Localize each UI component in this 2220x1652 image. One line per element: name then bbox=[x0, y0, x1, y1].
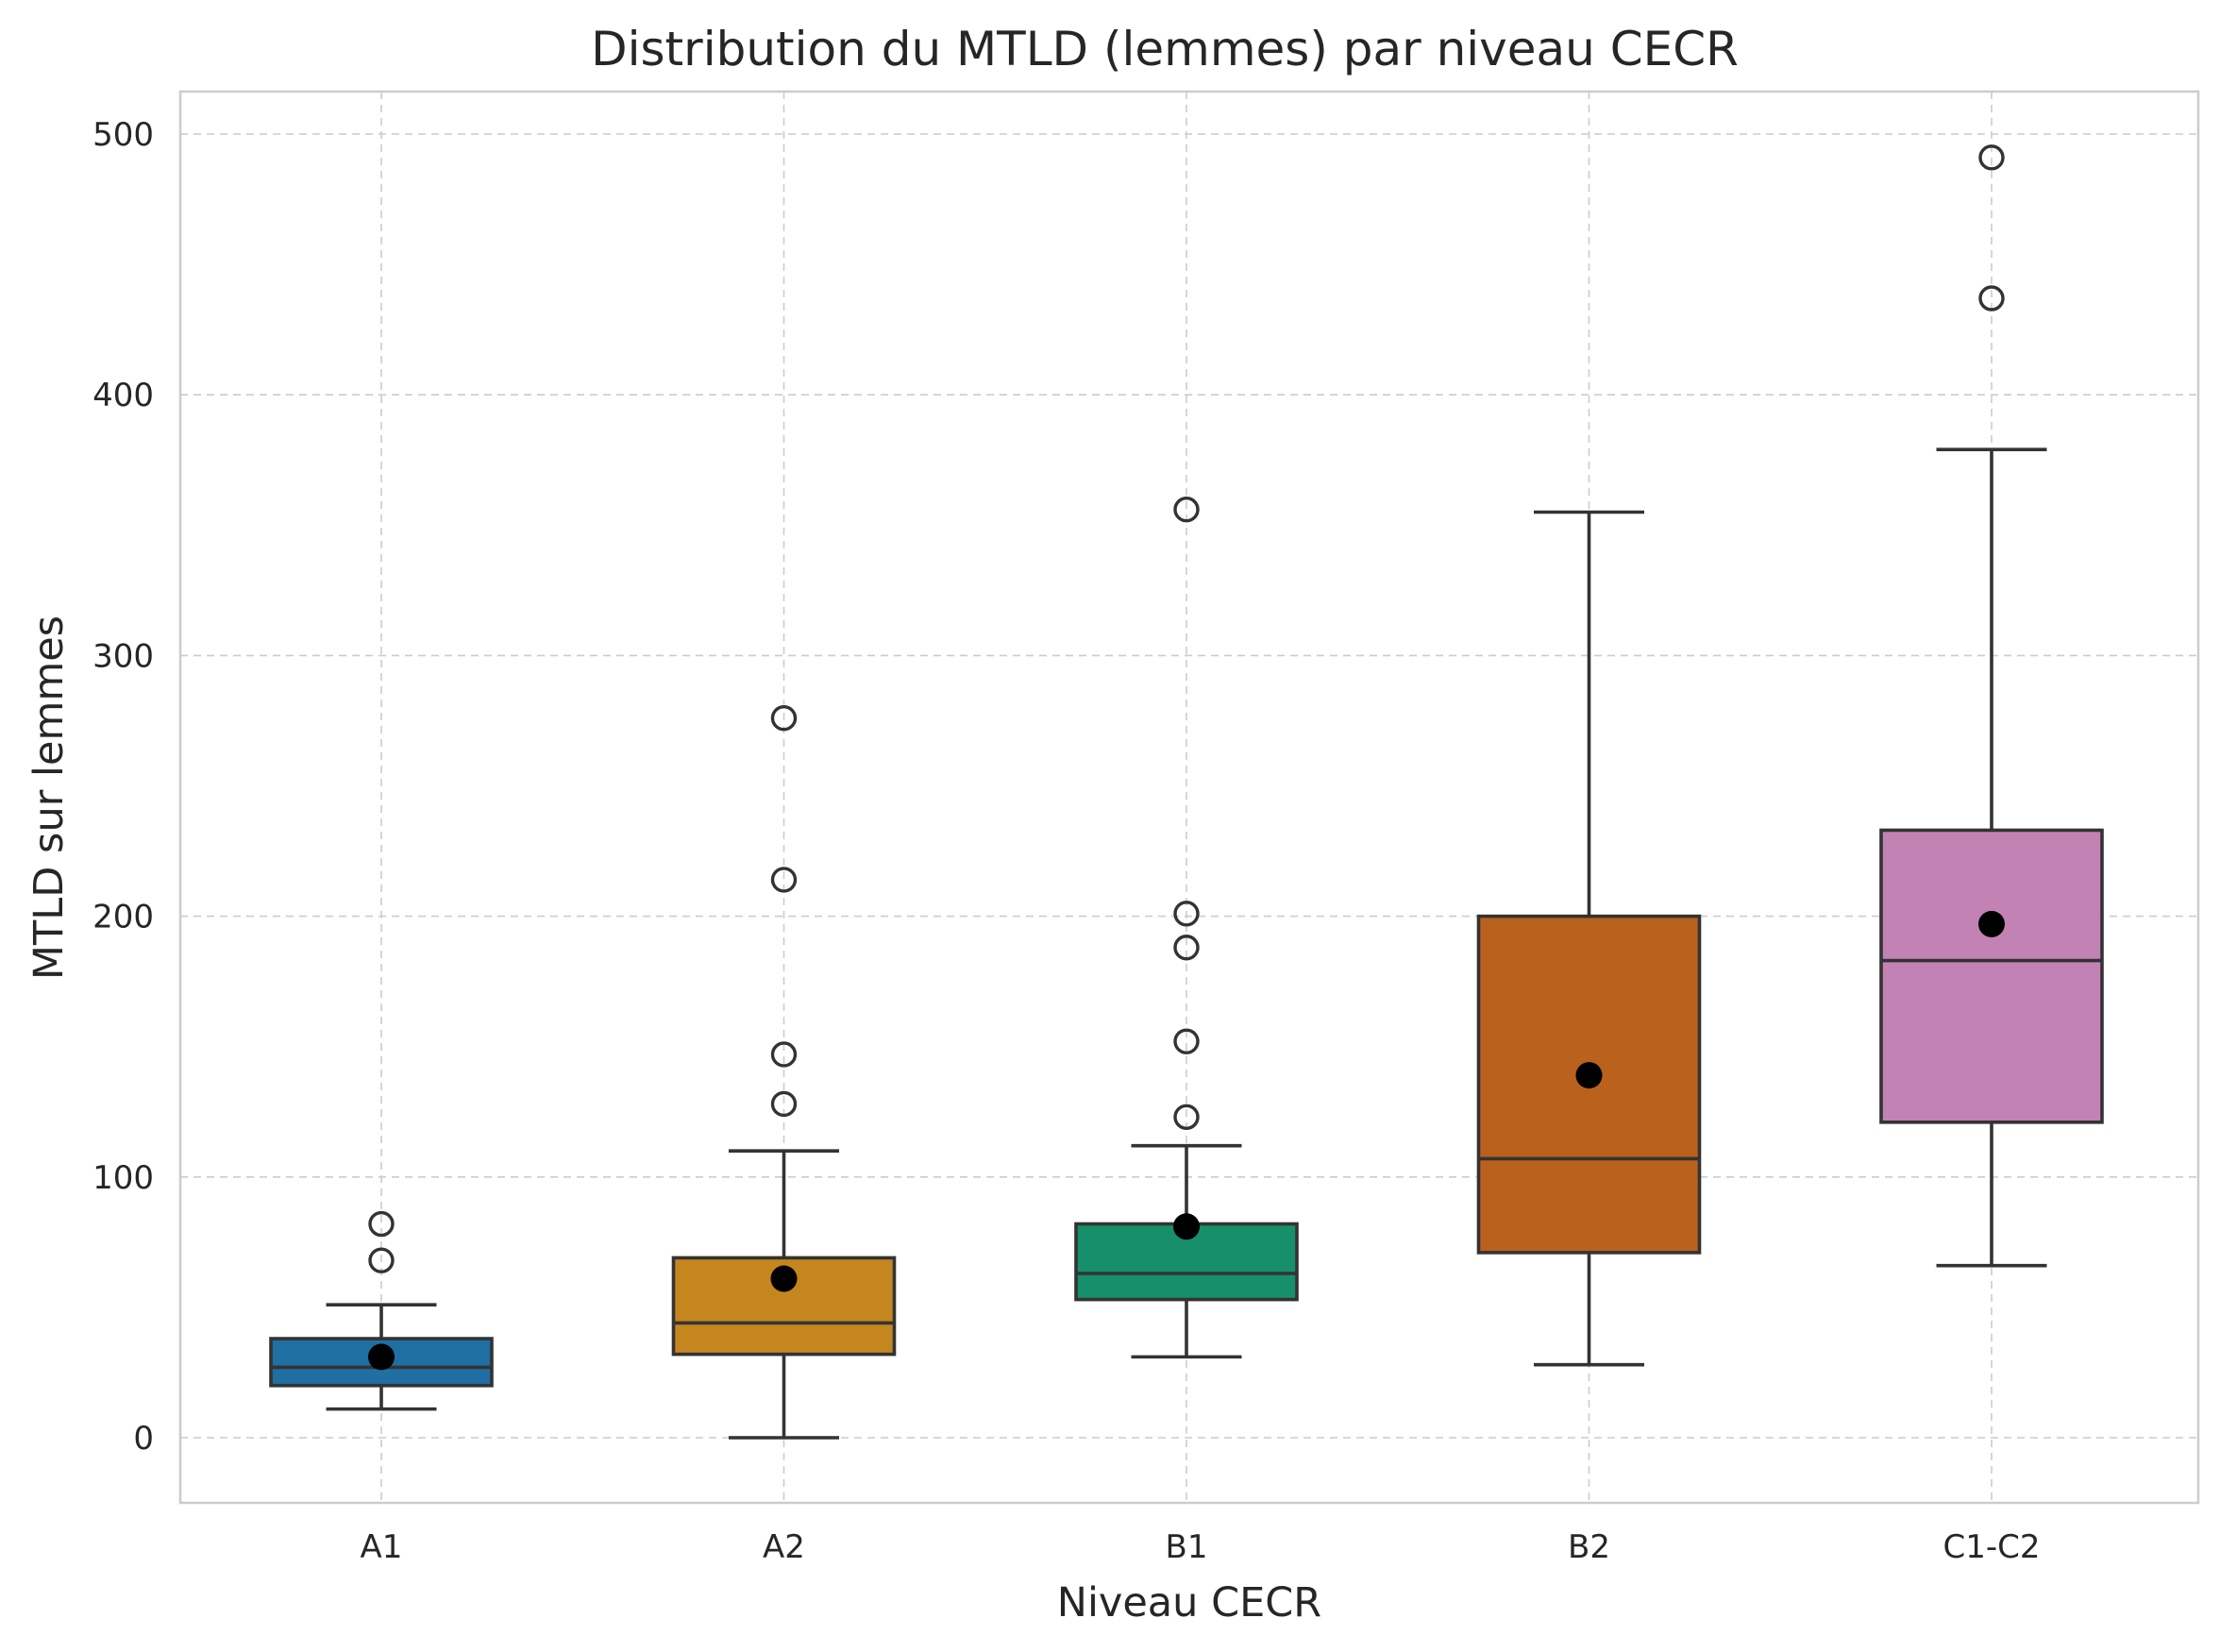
iqr-box bbox=[1879, 828, 2104, 1124]
x-tick-label: C1-C2 bbox=[1942, 1528, 2040, 1566]
outlier-point bbox=[770, 867, 798, 893]
x-tick-label: B1 bbox=[1166, 1528, 1208, 1566]
outlier-point bbox=[1978, 285, 2005, 312]
y-axis-ticks: 0 100 200 300 400 500 bbox=[92, 116, 154, 1458]
x-tick-label: A1 bbox=[361, 1528, 403, 1566]
mean-point bbox=[1978, 910, 2005, 937]
box-group-B1 bbox=[1074, 497, 1299, 1359]
x-tick-label: A2 bbox=[763, 1528, 805, 1566]
mean-point bbox=[770, 1265, 798, 1292]
x-axis-ticks: A1 A2 B1 B2 C1-C2 bbox=[361, 1528, 2041, 1566]
y-tick-label: 200 bbox=[92, 899, 154, 936]
outlier-point bbox=[1173, 1028, 1200, 1054]
outlier-point bbox=[368, 1210, 395, 1238]
outlier-point bbox=[1173, 935, 1200, 961]
outlier-point bbox=[1173, 901, 1200, 927]
outlier-point bbox=[1173, 497, 1200, 523]
mean-point bbox=[1575, 1062, 1603, 1089]
y-tick-label: 100 bbox=[92, 1159, 154, 1197]
box-layer bbox=[269, 144, 2104, 1440]
outlier-point bbox=[368, 1247, 395, 1273]
grid-layer bbox=[180, 92, 2198, 1503]
mean-point bbox=[1173, 1213, 1200, 1240]
outlier-point bbox=[770, 1090, 798, 1118]
y-tick-label: 0 bbox=[133, 1420, 154, 1458]
chart-title: Distribution du MTLD (lemmes) par niveau… bbox=[591, 22, 1739, 76]
y-tick-label: 400 bbox=[92, 377, 154, 414]
x-axis-label: Niveau CECR bbox=[1057, 1579, 1321, 1627]
x-tick-label: B2 bbox=[1568, 1528, 1610, 1566]
plot-frame bbox=[178, 90, 2200, 1505]
box-group-B2 bbox=[1476, 510, 1702, 1367]
outlier-point bbox=[1978, 144, 2005, 171]
outlier-point bbox=[770, 1041, 798, 1068]
y-tick-label: 500 bbox=[92, 116, 154, 154]
mean-point bbox=[368, 1343, 395, 1371]
box-group-A1 bbox=[269, 1210, 494, 1411]
y-axis-label: MTLD sur lemmes bbox=[25, 615, 73, 980]
box-group-A2 bbox=[671, 704, 897, 1440]
box-group-C1-C2 bbox=[1879, 144, 2104, 1268]
outlier-point bbox=[770, 704, 798, 732]
outlier-point bbox=[1173, 1104, 1200, 1130]
y-tick-label: 300 bbox=[92, 637, 154, 675]
